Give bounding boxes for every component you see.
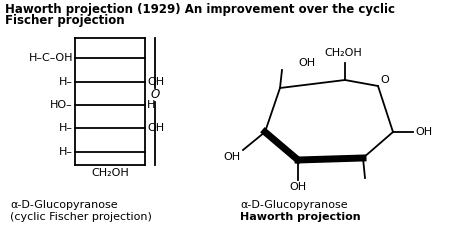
Text: Haworth projection (1929) An improvement over the cyclic: Haworth projection (1929) An improvement… (5, 3, 395, 16)
Text: Fischer projection: Fischer projection (5, 14, 125, 27)
Text: OH: OH (147, 123, 164, 133)
Text: H–C–OH: H–C–OH (28, 53, 73, 63)
Text: CH₂OH: CH₂OH (324, 48, 362, 58)
Text: α-D-Glucopyranose: α-D-Glucopyranose (10, 200, 118, 210)
Text: Haworth projection: Haworth projection (240, 212, 361, 222)
Text: H–: H– (59, 77, 73, 87)
Text: OH: OH (290, 182, 307, 192)
Text: H–: H– (59, 147, 73, 157)
Text: OH: OH (147, 77, 164, 87)
Text: OH: OH (298, 58, 315, 68)
Text: O: O (150, 89, 160, 101)
Text: OH: OH (224, 152, 241, 162)
Text: O: O (380, 75, 389, 85)
Text: (cyclic Fischer projection): (cyclic Fischer projection) (10, 212, 152, 222)
Text: HO–: HO– (50, 100, 73, 110)
Text: OH: OH (415, 127, 432, 137)
Text: CH₂OH: CH₂OH (91, 168, 129, 178)
Text: H: H (147, 100, 155, 110)
Text: H–: H– (59, 123, 73, 133)
Text: α-D-Glucopyranose: α-D-Glucopyranose (240, 200, 347, 210)
